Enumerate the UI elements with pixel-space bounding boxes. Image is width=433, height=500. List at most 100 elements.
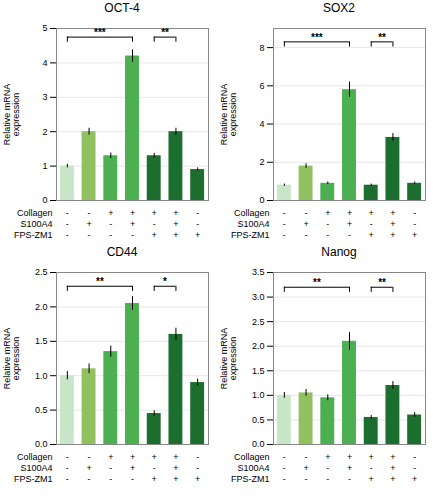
svg-text:3.5: 3.5 bbox=[252, 267, 265, 277]
svg-text:-: - bbox=[88, 208, 91, 218]
svg-text:8: 8 bbox=[259, 42, 264, 52]
svg-text:FPS-ZM1: FPS-ZM1 bbox=[14, 474, 53, 484]
svg-text:2.5: 2.5 bbox=[252, 317, 265, 327]
svg-text:-: - bbox=[305, 230, 308, 240]
svg-text:4: 4 bbox=[42, 58, 47, 68]
svg-text:1.5: 1.5 bbox=[35, 336, 48, 346]
svg-text:Relative mRNAexpression: Relative mRNAexpression bbox=[2, 328, 21, 390]
svg-text:+: + bbox=[152, 452, 157, 462]
svg-text:+: + bbox=[173, 474, 178, 484]
svg-text:-: - bbox=[305, 452, 308, 462]
svg-text:Relative mRNAexpression: Relative mRNAexpression bbox=[2, 84, 21, 146]
svg-text:FPS-ZM1: FPS-ZM1 bbox=[231, 474, 270, 484]
svg-text:+: + bbox=[390, 208, 395, 218]
svg-text:+: + bbox=[130, 219, 135, 229]
svg-text:-: - bbox=[326, 463, 329, 473]
svg-text:-: - bbox=[109, 463, 112, 473]
svg-text:+: + bbox=[152, 230, 157, 240]
svg-text:+: + bbox=[173, 219, 178, 229]
svg-text:*: * bbox=[163, 276, 167, 287]
svg-text:+: + bbox=[369, 452, 374, 462]
svg-text:2.0: 2.0 bbox=[252, 341, 265, 351]
svg-text:-: - bbox=[196, 452, 199, 462]
svg-text:-: - bbox=[283, 452, 286, 462]
svg-text:+: + bbox=[369, 208, 374, 218]
svg-text:+: + bbox=[108, 452, 113, 462]
svg-text:-: - bbox=[326, 474, 329, 484]
svg-text:+: + bbox=[347, 452, 352, 462]
svg-text:FPS-ZM1: FPS-ZM1 bbox=[14, 230, 53, 240]
svg-text:**: ** bbox=[378, 32, 386, 43]
svg-text:-: - bbox=[283, 230, 286, 240]
svg-text:-: - bbox=[196, 219, 199, 229]
svg-text:**: ** bbox=[161, 27, 169, 38]
svg-text:+: + bbox=[390, 219, 395, 229]
svg-text:-: - bbox=[305, 208, 308, 218]
svg-text:Relative mRNAexpression: Relative mRNAexpression bbox=[219, 328, 238, 390]
svg-text:-: - bbox=[413, 463, 416, 473]
svg-text:6: 6 bbox=[259, 81, 264, 91]
svg-text:3.0: 3.0 bbox=[252, 292, 265, 302]
svg-text:-: - bbox=[370, 219, 373, 229]
svg-text:+: + bbox=[303, 463, 308, 473]
svg-text:+: + bbox=[390, 463, 395, 473]
svg-text:+: + bbox=[152, 208, 157, 218]
svg-text:***: *** bbox=[94, 27, 106, 38]
svg-text:3: 3 bbox=[42, 92, 47, 102]
svg-text:+: + bbox=[325, 452, 330, 462]
svg-text:+: + bbox=[369, 230, 374, 240]
svg-text:+: + bbox=[369, 474, 374, 484]
svg-text:-: - bbox=[283, 219, 286, 229]
svg-text:Collagen: Collagen bbox=[17, 208, 53, 218]
svg-text:Collagen: Collagen bbox=[17, 452, 53, 462]
svg-text:+: + bbox=[347, 463, 352, 473]
svg-text:Collagen: Collagen bbox=[234, 452, 270, 462]
svg-text:+: + bbox=[195, 230, 200, 240]
svg-text:+: + bbox=[390, 230, 395, 240]
svg-text:Relative mRNAexpression: Relative mRNAexpression bbox=[219, 84, 238, 146]
svg-text:0: 0 bbox=[42, 195, 47, 205]
svg-text:4: 4 bbox=[259, 119, 264, 129]
svg-text:-: - bbox=[413, 208, 416, 218]
svg-text:2.5: 2.5 bbox=[35, 267, 48, 277]
svg-text:+: + bbox=[173, 208, 178, 218]
svg-text:5: 5 bbox=[42, 23, 47, 33]
svg-text:-: - bbox=[413, 219, 416, 229]
svg-text:0: 0 bbox=[259, 195, 264, 205]
svg-text:+: + bbox=[347, 219, 352, 229]
svg-text:+: + bbox=[412, 474, 417, 484]
svg-text:-: - bbox=[348, 474, 351, 484]
svg-text:Collagen: Collagen bbox=[234, 208, 270, 218]
svg-text:FPS-ZM1: FPS-ZM1 bbox=[231, 230, 270, 240]
svg-text:+: + bbox=[173, 230, 178, 240]
svg-text:0.0: 0.0 bbox=[252, 439, 265, 449]
svg-text:-: - bbox=[109, 230, 112, 240]
svg-text:-: - bbox=[66, 474, 69, 484]
svg-text:**: ** bbox=[313, 277, 321, 288]
svg-text:-: - bbox=[283, 208, 286, 218]
svg-text:-: - bbox=[196, 208, 199, 218]
svg-text:-: - bbox=[305, 474, 308, 484]
svg-text:-: - bbox=[131, 474, 134, 484]
svg-text:-: - bbox=[66, 219, 69, 229]
svg-text:+: + bbox=[86, 463, 91, 473]
svg-text:+: + bbox=[390, 452, 395, 462]
svg-text:+: + bbox=[130, 208, 135, 218]
svg-text:+: + bbox=[173, 463, 178, 473]
svg-text:-: - bbox=[66, 463, 69, 473]
svg-text:1.5: 1.5 bbox=[252, 366, 265, 376]
svg-text:-: - bbox=[413, 452, 416, 462]
svg-text:-: - bbox=[348, 230, 351, 240]
svg-text:+: + bbox=[347, 208, 352, 218]
svg-text:-: - bbox=[283, 463, 286, 473]
svg-text:S100A4: S100A4 bbox=[20, 219, 52, 229]
svg-text:+: + bbox=[130, 452, 135, 462]
svg-text:S100A4: S100A4 bbox=[20, 463, 52, 473]
svg-text:-: - bbox=[326, 219, 329, 229]
svg-text:S100A4: S100A4 bbox=[237, 463, 269, 473]
svg-text:+: + bbox=[303, 219, 308, 229]
svg-text:1.0: 1.0 bbox=[35, 371, 48, 381]
svg-text:2: 2 bbox=[259, 157, 264, 167]
svg-text:+: + bbox=[130, 463, 135, 473]
svg-text:0.5: 0.5 bbox=[252, 415, 265, 425]
